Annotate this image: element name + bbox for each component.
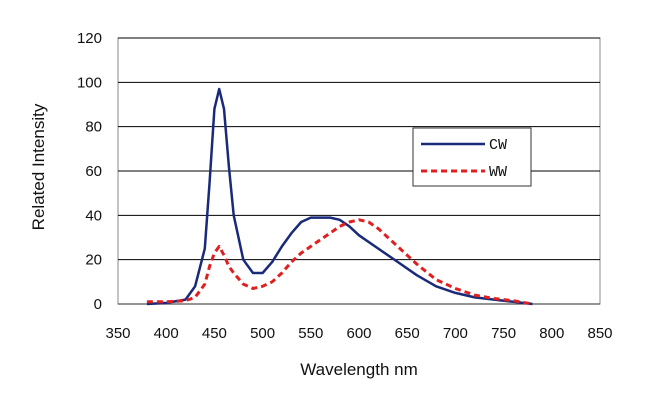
y-tick-label: 40	[85, 207, 102, 224]
x-tick-label: 800	[539, 325, 564, 342]
x-tick-label: 700	[443, 325, 468, 342]
x-tick-label: 350	[105, 325, 130, 342]
x-tick-label: 550	[298, 325, 323, 342]
x-tick-labels: 350 400 450 500 550 600 650 700 750 800 850	[105, 325, 612, 342]
x-axis-label: Wavelength nm	[300, 360, 417, 379]
x-tick-label: 400	[154, 325, 179, 342]
y-tick-labels: 0 20 40 60 80 100 120	[77, 30, 102, 313]
y-tick-label: 80	[85, 119, 102, 136]
y-axis-label: Related Intensity	[29, 103, 48, 230]
series-line-ww	[146, 218, 533, 306]
x-tick-label: 450	[202, 325, 227, 342]
y-tick-label: 120	[77, 30, 102, 47]
x-tick-label: 500	[250, 325, 275, 342]
x-tick-label: 750	[491, 325, 516, 342]
legend-label-cw: CW	[489, 137, 507, 154]
y-tick-label: 0	[94, 296, 102, 313]
series-layer	[146, 87, 533, 306]
x-tick-label: 850	[587, 325, 612, 342]
y-tick-label: 60	[85, 163, 102, 180]
x-tick-label: 600	[346, 325, 371, 342]
legend-label-ww: WW	[489, 164, 507, 181]
legend-box	[412, 127, 532, 187]
x-tick-label: 650	[395, 325, 420, 342]
y-tick-label: 100	[77, 74, 102, 91]
y-tick-label: 20	[85, 252, 102, 269]
legend: CW WW	[412, 127, 532, 187]
series-line-cw	[146, 87, 533, 306]
